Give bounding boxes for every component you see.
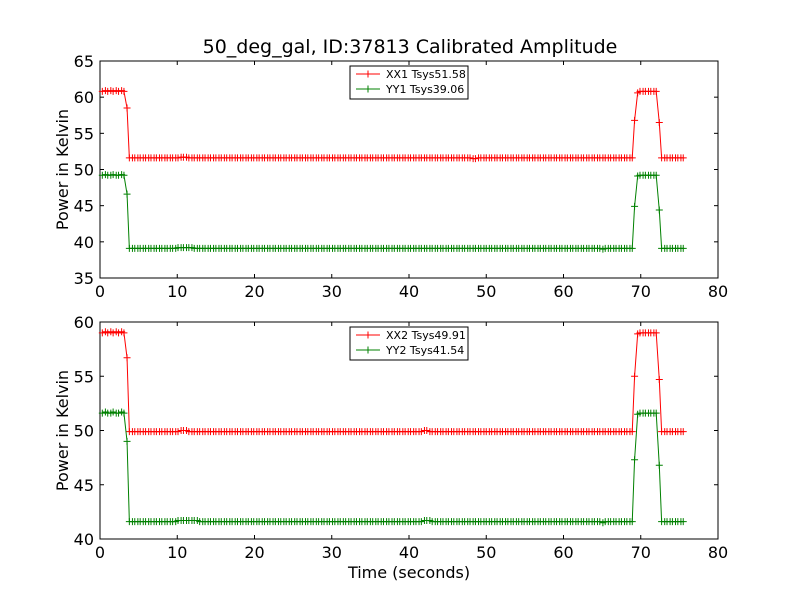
bottom-data-point	[120, 329, 128, 337]
top-data-point	[631, 116, 639, 124]
top-data-point	[679, 154, 687, 162]
bottom-y-tick-label: 55	[74, 367, 94, 386]
bottom-legend-label-1: YY2 Tsys41.54	[385, 344, 464, 357]
top-x-tick-label: 70	[631, 282, 651, 301]
top-x-tick-label: 50	[476, 282, 496, 301]
top-data-point	[123, 190, 131, 198]
bottom-y-tick-label: 45	[74, 476, 94, 495]
bottom-data-point	[120, 409, 128, 417]
bottom-legend: XX2 Tsys49.91 YY2 Tsys41.54	[349, 326, 469, 361]
bottom-x-tick-label: 60	[553, 543, 573, 562]
bottom-x-tick-label: 20	[244, 543, 264, 562]
bottom-panel: 0 10 20 30 40 50 60 70 80 40 45 50 55 60 Power in Kelv…	[53, 313, 728, 582]
top-data-point	[652, 171, 660, 179]
bottom-x-tick-label: 70	[631, 543, 651, 562]
top-legend-marker-1	[364, 85, 372, 93]
top-x-tick-label: 20	[244, 282, 264, 301]
top-data-point	[655, 118, 663, 126]
bottom-legend-box	[349, 326, 469, 361]
bottom-data-point	[628, 518, 636, 526]
top-data-point	[123, 104, 131, 112]
bottom-y-axis-label: Power in Kelvin	[53, 370, 72, 491]
bottom-series-0	[98, 328, 687, 436]
top-y-tick-label: 60	[74, 88, 94, 107]
bottom-data-point	[655, 376, 663, 384]
bottom-data-point	[652, 329, 660, 337]
top-data-point	[466, 154, 474, 162]
top-x-tick-label: 80	[708, 282, 728, 301]
top-y-tick-label: 45	[74, 197, 94, 216]
bottom-legend-marker-1	[364, 346, 372, 354]
top-x-tick-label: 40	[399, 282, 419, 301]
bottom-x-tick-label: 30	[322, 543, 342, 562]
chart-title: 50_deg_gal, ID:37813 Calibrated Amplitud…	[203, 36, 618, 58]
bottom-data-point	[631, 372, 639, 380]
top-data-point	[120, 171, 128, 179]
top-data-point	[679, 244, 687, 252]
bottom-x-axis-label: Time (seconds)	[347, 563, 470, 582]
bottom-data-point	[417, 428, 425, 436]
top-y-axis-label: Power in Kelvin	[53, 109, 72, 230]
bottom-y-tick-label: 40	[74, 530, 94, 549]
top-data-point	[631, 202, 639, 210]
bottom-x-tick-label: 10	[167, 543, 187, 562]
bottom-data-point	[655, 461, 663, 469]
bottom-data-point	[628, 428, 636, 436]
top-data-point	[471, 155, 479, 163]
bottom-legend-marker-0	[364, 331, 372, 339]
bottom-y-tick-label: 50	[74, 422, 94, 441]
bottom-x-tick-label: 0	[95, 543, 105, 562]
bottom-x-tick-label: 40	[399, 543, 419, 562]
bottom-legend-label-0: XX2 Tsys49.91	[386, 329, 466, 342]
top-x-tick-label: 60	[553, 282, 573, 301]
bottom-data-point	[123, 437, 131, 445]
top-series-0	[98, 87, 687, 163]
bottom-data-point	[679, 428, 687, 436]
bottom-series-1	[98, 408, 687, 527]
top-data-point	[628, 244, 636, 252]
top-legend-box	[349, 65, 469, 100]
bottom-y-tick-label: 60	[74, 313, 94, 332]
top-series-1	[98, 171, 687, 253]
bottom-data-point	[423, 427, 431, 434]
bottom-data-point	[679, 518, 687, 526]
top-data-point	[655, 206, 663, 214]
top-data-point	[109, 171, 117, 179]
top-x-tick-label: 0	[95, 282, 105, 301]
top-data-point	[120, 87, 128, 95]
top-data-point	[174, 154, 182, 162]
top-panel: 0 10 20 30 40 50 60 70 80 35 40 45 50 55 60 65 Power in …	[53, 52, 728, 301]
bottom-data-point	[631, 456, 639, 464]
top-data-point	[652, 87, 660, 95]
bottom-data-point	[417, 518, 425, 526]
bottom-data-point	[123, 354, 131, 362]
bottom-data-point	[652, 409, 660, 417]
top-legend-label-1: YY1 Tsys39.06	[385, 83, 464, 96]
bottom-x-tick-label: 50	[476, 543, 496, 562]
top-data-point	[628, 154, 636, 162]
top-y-tick-label: 55	[74, 124, 94, 143]
top-x-tick-label: 30	[322, 282, 342, 301]
top-legend: XX1 Tsys51.58 YY1 Tsys39.06	[349, 65, 469, 100]
bottom-data-point	[174, 428, 182, 436]
top-y-tick-label: 65	[74, 52, 94, 71]
top-x-tick-label: 10	[167, 282, 187, 301]
top-y-tick-label: 35	[74, 269, 94, 288]
top-legend-marker-0	[364, 70, 372, 78]
top-legend-label-0: XX1 Tsys51.58	[386, 68, 466, 81]
bottom-data-point	[109, 408, 117, 416]
bottom-x-tick-label: 80	[708, 543, 728, 562]
top-y-tick-label: 40	[74, 233, 94, 252]
top-y-tick-label: 50	[74, 161, 94, 180]
